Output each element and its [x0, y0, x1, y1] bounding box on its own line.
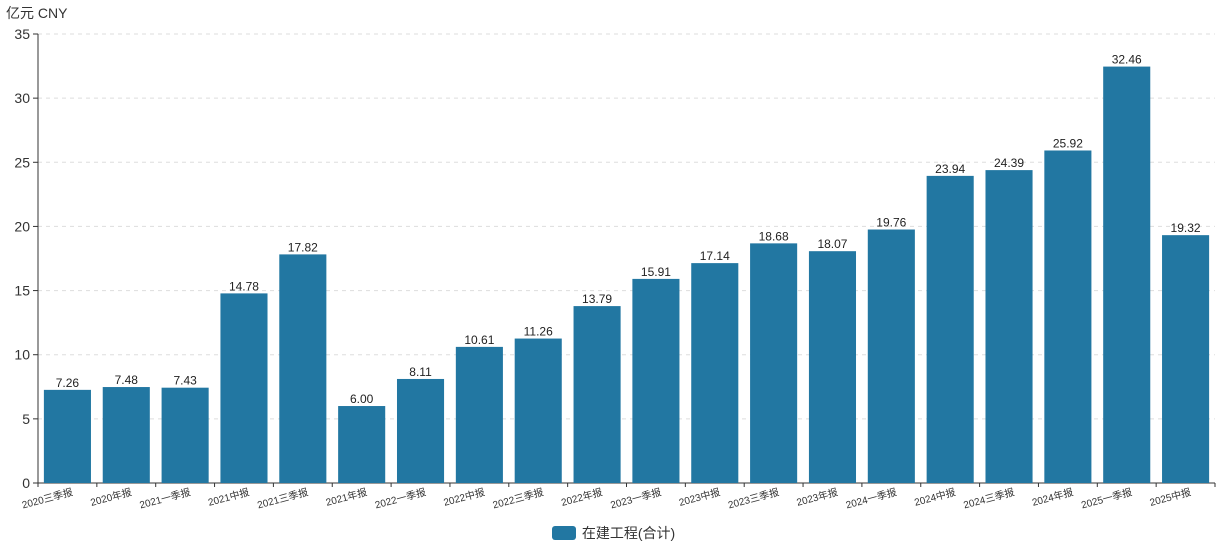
bar-value-label: 25.92: [1053, 136, 1083, 150]
bar[interactable]: [161, 387, 209, 483]
bar[interactable]: [573, 306, 621, 483]
bar-value-label: 7.48: [115, 373, 139, 387]
bar-value-label: 24.39: [994, 156, 1024, 170]
bar[interactable]: [514, 338, 562, 483]
bar-value-label: 17.82: [288, 240, 318, 254]
bar[interactable]: [279, 254, 327, 483]
x-tick-label: 2023一季报: [609, 485, 663, 511]
bar-value-label: 19.32: [1171, 221, 1201, 235]
bar[interactable]: [926, 175, 974, 483]
bar-value-label: 6.00: [350, 392, 374, 406]
bar[interactable]: [1103, 66, 1151, 484]
y-tick-label: 25: [14, 154, 30, 170]
x-tick-label: 2024年报: [1030, 485, 1074, 508]
x-tick-label: 2020年报: [89, 485, 133, 508]
x-tick-label: 2021三季报: [256, 485, 310, 511]
x-tick-label: 2023年报: [795, 485, 839, 508]
bar-value-label: 23.94: [935, 162, 965, 176]
bar-value-label: 10.61: [464, 333, 494, 347]
bar[interactable]: [632, 278, 680, 483]
x-tick-label: 2023中报: [677, 485, 721, 508]
legend[interactable]: 在建工程(合计): [0, 523, 1227, 543]
x-tick-label: 2022一季报: [373, 485, 427, 511]
x-tick-label: 2024一季报: [844, 485, 898, 511]
bar[interactable]: [1044, 150, 1092, 483]
x-tick-label: 2023三季报: [727, 485, 781, 511]
x-tick-label: 2025中报: [1148, 485, 1192, 508]
bar-value-label: 18.07: [817, 237, 847, 251]
bar-value-label: 32.46: [1112, 53, 1142, 67]
legend-label[interactable]: 在建工程(合计): [581, 525, 676, 541]
y-tick-label: 5: [22, 411, 30, 427]
bar-value-label: 17.14: [700, 249, 730, 263]
bar-value-label: 14.78: [229, 279, 259, 293]
y-tick-label: 0: [22, 475, 30, 491]
bar-value-label: 7.43: [173, 374, 197, 388]
y-tick-label: 35: [14, 26, 30, 42]
y-tick-label: 10: [14, 347, 30, 363]
y-tick-label: 15: [14, 283, 30, 299]
bar[interactable]: [750, 243, 798, 483]
x-tick-label: 2024中报: [913, 485, 957, 508]
bar-value-label: 19.76: [876, 216, 906, 230]
x-tick-label: 2022年报: [560, 485, 604, 508]
bar[interactable]: [43, 389, 91, 483]
bar[interactable]: [396, 378, 445, 483]
bar-value-label: 7.26: [56, 376, 80, 390]
x-tick-label: 2025一季报: [1080, 485, 1134, 511]
bar[interactable]: [338, 406, 386, 483]
bar-value-label: 18.68: [759, 229, 789, 243]
legend-swatch[interactable]: [551, 526, 576, 540]
x-tick-label: 2022中报: [442, 485, 486, 508]
y-axis-unit-label: 亿元 CNY: [6, 5, 68, 21]
bar[interactable]: [1162, 235, 1210, 483]
bar[interactable]: [808, 251, 857, 483]
x-tick-label: 2024三季报: [962, 485, 1016, 511]
bar-value-label: 15.91: [641, 265, 671, 279]
bar[interactable]: [867, 229, 915, 483]
bar-value-label: 13.79: [582, 292, 612, 306]
y-tick-label: 30: [14, 90, 30, 106]
bar[interactable]: [691, 263, 739, 483]
bar[interactable]: [455, 346, 503, 483]
bar[interactable]: [985, 170, 1033, 483]
x-tick-label: 2021一季报: [138, 485, 192, 511]
bar-value-label: 8.11: [409, 365, 432, 379]
y-tick-label: 20: [14, 218, 30, 234]
bar-value-label: 11.26: [524, 325, 553, 339]
bar[interactable]: [102, 387, 150, 483]
x-tick-label: 2021年报: [324, 485, 368, 508]
x-tick-label: 2022三季报: [491, 485, 545, 511]
x-tick-label: 2021中报: [207, 485, 251, 508]
bar[interactable]: [220, 293, 268, 483]
